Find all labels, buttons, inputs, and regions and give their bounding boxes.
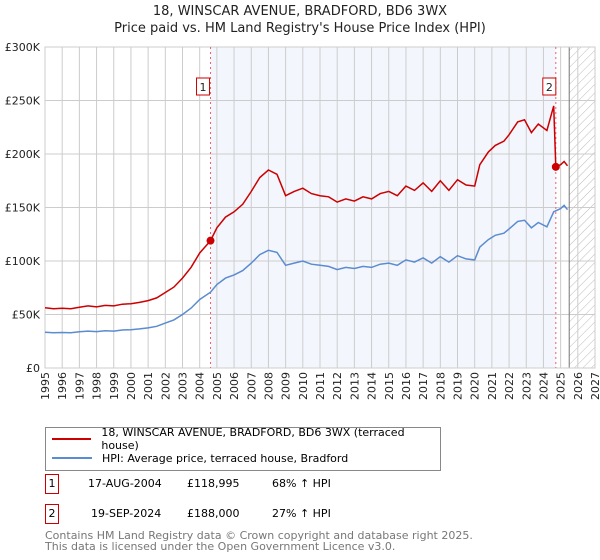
y-tick-label: £100K xyxy=(5,255,41,268)
x-tick-label: 2024 xyxy=(537,372,550,400)
x-tick-label: 2012 xyxy=(331,372,344,400)
legend-swatch-red xyxy=(52,438,92,440)
transaction-date: 19-SEP-2024 xyxy=(91,507,162,520)
x-tick-label: 2014 xyxy=(366,372,379,400)
annotation-label: 2 xyxy=(546,81,553,94)
annotation-badge xyxy=(542,77,557,96)
x-tick-label: 1995 xyxy=(39,372,52,400)
x-tick-label: 2022 xyxy=(503,372,516,400)
transaction-price: £118,995 xyxy=(187,477,240,490)
x-tick-label: 2019 xyxy=(452,372,465,400)
annotation-badge xyxy=(196,77,211,96)
x-tick-label: 2010 xyxy=(297,372,310,400)
x-tick-label: 2017 xyxy=(417,372,430,400)
x-tick-label: 1996 xyxy=(56,372,69,400)
legend-item-hpi: HPI: Average price, terraced house, Brad… xyxy=(52,449,348,467)
x-tick-label: 2013 xyxy=(348,372,361,400)
legend-label: 18, WINSCAR AVENUE, BRADFORD, BD6 3WX (t… xyxy=(101,426,405,452)
x-tick-label: 2002 xyxy=(159,372,172,400)
x-tick-label: 1998 xyxy=(91,372,104,400)
x-tick-label: 2026 xyxy=(572,372,585,400)
x-tick-label: 2007 xyxy=(245,372,258,400)
price-chart: 1995 1996 1997 1998 1999 2000 2001 2002 2003 2004… xyxy=(5,41,600,400)
transaction-date: 17-AUG-2004 xyxy=(88,477,162,490)
transaction-price: £188,000 xyxy=(187,507,240,520)
transaction-badge: 1 xyxy=(45,474,59,494)
chart-subtitle: Price paid vs. HM Land Registry's House … xyxy=(114,21,486,36)
x-tick-label: 2025 xyxy=(555,372,568,400)
plot-border xyxy=(44,46,596,369)
x-tick-label: 1997 xyxy=(73,372,86,400)
x-tick-label: 2004 xyxy=(194,372,207,400)
sale-point xyxy=(551,162,560,171)
x-tick-label: 2009 xyxy=(280,372,293,400)
x-tick-label: 2020 xyxy=(469,372,482,400)
x-tick-label: 2006 xyxy=(228,372,241,400)
y-tick-label: £50K xyxy=(12,309,41,322)
transaction-hpi: 27% ↑ HPI xyxy=(272,507,331,520)
legend-item-property: 18, WINSCAR AVENUE, BRADFORD, BD6 3WX (t… xyxy=(52,426,440,452)
x-tick-label: 2023 xyxy=(520,372,533,400)
x-tick-label: 2021 xyxy=(486,372,499,400)
x-tick-label: 2018 xyxy=(434,372,447,400)
transaction-badge: 2 xyxy=(45,504,59,524)
legend-swatch-blue xyxy=(52,457,92,459)
footer-line: This data is licensed under the Open Gov… xyxy=(45,540,396,553)
y-tick-label: £250K xyxy=(5,95,41,108)
chart-legend: 18, WINSCAR AVENUE, BRADFORD, BD6 3WX (t… xyxy=(45,426,441,471)
chart-title: 18, WINSCAR AVENUE, BRADFORD, BD6 3WX xyxy=(152,4,448,19)
x-tick-label: 2005 xyxy=(211,372,224,400)
y-tick-label: £150K xyxy=(5,202,41,215)
x-tick-label: 2008 xyxy=(262,372,275,400)
annotation-label: 1 xyxy=(200,81,207,94)
legend-label: HPI: Average price, terraced house, Brad… xyxy=(102,451,349,465)
x-tick-label: 2001 xyxy=(142,372,155,400)
x-tick-label: 1999 xyxy=(108,372,121,400)
x-tick-label: 2027 xyxy=(589,372,600,400)
x-tick-label: 2015 xyxy=(383,372,396,400)
footer-line: Contains HM Land Registry data © Crown c… xyxy=(45,529,473,542)
x-tick-label: 2003 xyxy=(177,372,190,400)
x-tick-label: 2011 xyxy=(314,372,327,400)
footer: Contains HM Land Registry data © Crown c… xyxy=(45,530,473,552)
sale-point xyxy=(206,236,215,245)
y-tick-label: £300K xyxy=(5,41,41,54)
transaction-hpi: 68% ↑ HPI xyxy=(272,477,331,490)
x-tick-label: 2000 xyxy=(125,372,138,400)
x-tick-label: 2016 xyxy=(400,372,413,400)
y-tick-label: £200K xyxy=(5,148,41,161)
series-line xyxy=(44,105,569,310)
y-tick-label: £0 xyxy=(26,362,40,375)
series-line xyxy=(44,204,569,334)
